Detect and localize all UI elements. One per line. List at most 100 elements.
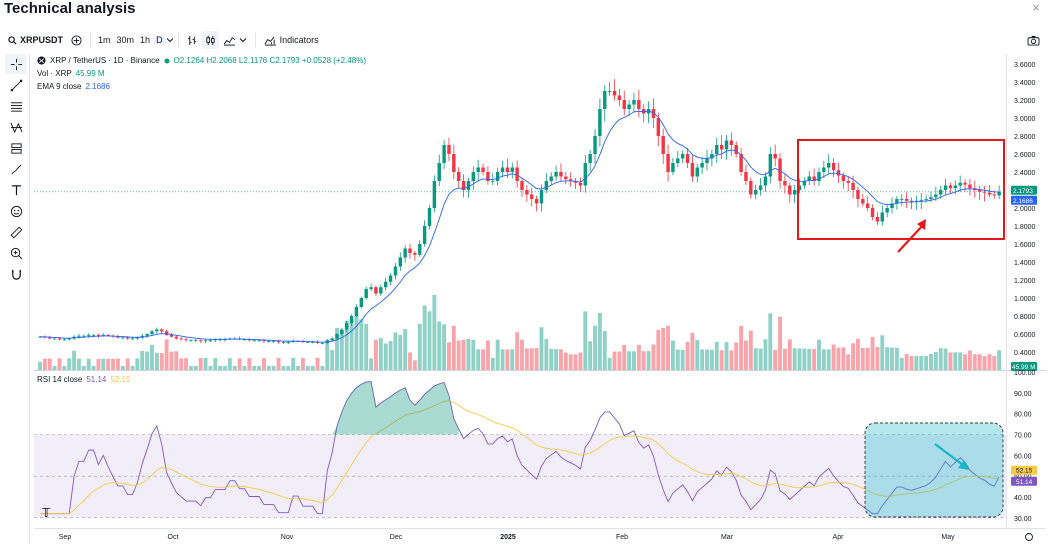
interval-d[interactable]: D [153, 35, 166, 45]
candle-body [588, 154, 592, 163]
close-icon[interactable]: × [1032, 0, 1040, 15]
candle-body [413, 253, 417, 255]
candle-body [690, 163, 695, 177]
last-price-badge [1011, 185, 1037, 195]
candle-body [525, 190, 529, 195]
forecast-tool[interactable] [5, 138, 27, 158]
candle-body [486, 172, 490, 181]
candle-body [281, 342, 286, 343]
magnet-tool[interactable] [5, 264, 27, 284]
fib-tool[interactable] [5, 96, 27, 116]
candle-body [807, 176, 811, 181]
indicators-label: Indicators [279, 35, 319, 45]
volume-bar [636, 344, 641, 370]
candle-body [476, 167, 480, 172]
volume-bar [135, 358, 140, 370]
candle-body [359, 298, 364, 307]
volume-bar [86, 358, 91, 370]
price-tick-label: 1.8000 [1014, 224, 1036, 231]
volume-bar [193, 366, 198, 370]
volume-bar [383, 343, 388, 370]
volume-bar [812, 349, 817, 370]
zoom-tool[interactable] [5, 243, 27, 263]
candle-body [948, 185, 953, 189]
candle-body [656, 118, 661, 136]
volume-bar [559, 349, 563, 370]
volume-bar [349, 319, 354, 370]
ema-legend[interactable]: EMA 9 close 2.1686 [37, 82, 110, 91]
candle-body [320, 343, 325, 344]
volume-legend[interactable]: Vol · XRP 45.99 M [37, 69, 105, 78]
volume-bar [846, 354, 851, 370]
volume-bar [544, 338, 549, 370]
volume-bar [787, 339, 792, 370]
candle-body [57, 338, 62, 340]
volume-bar [72, 350, 77, 370]
rsi-lines [40, 381, 1000, 515]
volume-bar [150, 345, 154, 370]
indicators-button[interactable]: Indicators [260, 31, 323, 49]
volume-bar [91, 366, 96, 370]
rsi-overbought-fill [332, 381, 459, 435]
candle-body [919, 199, 923, 201]
volume-bar [57, 358, 62, 370]
volume-bar [232, 366, 237, 370]
annotation-red-arrowhead [917, 219, 926, 230]
volume-bar [919, 355, 924, 370]
candles-style-button[interactable] [201, 31, 219, 49]
rsi-ma-badge-label: 52.15 [1016, 468, 1033, 475]
volume-bar [661, 328, 666, 370]
volume-bar [554, 349, 559, 370]
volume-bar [237, 358, 242, 370]
candle-body [715, 145, 719, 154]
emoji-tool[interactable] [5, 201, 27, 221]
chart-toolbar: XRPUSDT 1m 30m 1h D Indicators [4, 30, 1044, 50]
volume-bar [763, 339, 768, 370]
interval-30m[interactable]: 30m [116, 35, 135, 45]
tradingview-logo: 𝕋 [42, 506, 51, 520]
trend-line-tool[interactable] [5, 75, 27, 95]
annotation-blue-box [864, 422, 1004, 518]
candle-body [637, 100, 641, 109]
volume-bar [607, 358, 612, 370]
volume-bar [690, 332, 695, 370]
trend-line-icon [10, 79, 22, 91]
rsi-legend[interactable]: RSI 14 close 51.14 52.15 [37, 375, 130, 384]
volume-badge-label: 45.99 M [1012, 364, 1036, 371]
interval-1m[interactable]: 1m [98, 35, 111, 45]
volume-bar [588, 341, 593, 370]
measure-tool[interactable] [5, 222, 27, 242]
bar-style-button[interactable] [183, 31, 202, 49]
brush-tool[interactable] [5, 159, 27, 179]
volume-bar [432, 295, 437, 370]
volume-bar [617, 351, 622, 370]
candle-body [354, 307, 359, 316]
interval-1h[interactable]: 1h [140, 35, 151, 45]
volume-bar [388, 341, 393, 370]
pattern-tool[interactable] [5, 117, 27, 137]
price-tick-label: 0.4000 [1014, 350, 1036, 357]
compare-button[interactable] [67, 31, 86, 49]
candle-body [310, 342, 315, 343]
volume-bar [953, 352, 958, 370]
candle-body [895, 199, 899, 204]
candle-body [788, 185, 792, 195]
volume-bar [593, 325, 597, 370]
candle-body [909, 200, 914, 202]
screenshot-button[interactable] [1023, 31, 1044, 49]
rsi-tick-label: 30.00 [1014, 516, 1032, 523]
candle-body [632, 100, 636, 105]
text-tool[interactable] [5, 180, 27, 200]
volume-bar [330, 350, 335, 370]
area-style-button[interactable] [219, 31, 251, 49]
candle-body [427, 208, 432, 226]
volume-bar [115, 358, 120, 370]
crosshair-tool[interactable] [5, 54, 27, 74]
chevron-down-icon[interactable] [166, 36, 174, 44]
time-tick-label: Dec [390, 534, 403, 541]
volume-bar [870, 337, 875, 370]
volume-bar [490, 358, 495, 370]
symbol-search-button[interactable]: XRPUSDT [4, 31, 67, 49]
pair-label: XRP / TetherUS · 1D · Binance [50, 56, 160, 65]
